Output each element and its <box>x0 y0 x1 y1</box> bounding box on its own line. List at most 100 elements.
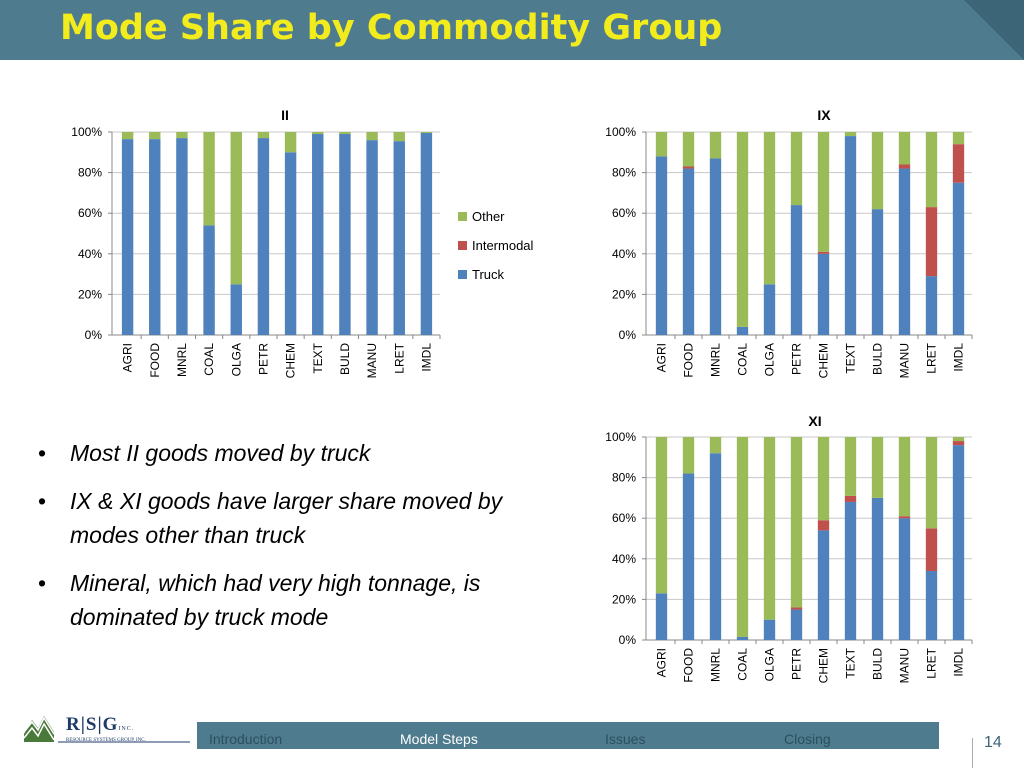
bar-other <box>844 437 857 496</box>
nav-item-issues[interactable]: Issues <box>605 731 646 747</box>
x-tick-label: IMDL <box>952 648 966 677</box>
bar-truck <box>203 225 215 335</box>
bar-truck <box>655 593 668 640</box>
bar-other <box>682 437 695 474</box>
page-divider <box>972 738 973 768</box>
bar-intermodal <box>925 207 938 277</box>
y-tick-label: 40% <box>612 552 636 566</box>
bar-truck <box>898 518 911 640</box>
bullet-icon: • <box>38 488 47 514</box>
bar-other <box>230 132 242 285</box>
bar-intermodal <box>844 495 857 502</box>
legend-label: Other <box>472 209 505 224</box>
bar-other <box>763 437 776 620</box>
x-tick-label: TEXT <box>844 647 858 678</box>
x-tick-label: AGRI <box>655 648 669 677</box>
bar-truck <box>763 284 776 335</box>
x-tick-label: AGRI <box>655 343 669 372</box>
bar-other <box>284 132 297 153</box>
x-tick-label: OLGA <box>763 648 777 681</box>
x-tick-label: CHEM <box>817 648 831 683</box>
nav-item-closing[interactable]: Closing <box>784 731 831 747</box>
bar-truck <box>366 140 378 335</box>
x-tick-label: MANU <box>898 343 912 378</box>
section-nav-bar: Introduction Model Steps Issues Closing <box>197 722 939 749</box>
bar-intermodal <box>898 516 911 519</box>
x-tick-label: TEXT <box>311 342 325 373</box>
bar-truck <box>925 570 938 640</box>
chart-title: II <box>281 107 289 123</box>
bar-intermodal <box>682 166 695 169</box>
rsg-logo-icon <box>23 716 190 743</box>
bar-truck <box>121 139 134 335</box>
x-tick-label: COAL <box>736 648 750 681</box>
x-tick-label: TEXT <box>844 342 858 373</box>
bar-intermodal <box>898 164 911 169</box>
x-tick-label: MANU <box>365 343 379 378</box>
legend-label: Intermodal <box>472 238 534 253</box>
bar-truck <box>763 619 776 640</box>
bullet-icon: • <box>38 440 47 466</box>
x-tick-label: COAL <box>736 343 750 376</box>
y-tick-label: 0% <box>619 633 637 647</box>
bullet-text: Most II goods moved by truck <box>70 440 371 466</box>
page-title: Mode Share by Commodity Group <box>60 8 723 48</box>
y-tick-label: 100% <box>71 125 102 139</box>
chart-title: XI <box>808 413 821 429</box>
bar-other <box>952 132 965 145</box>
x-tick-label: FOOD <box>682 343 696 378</box>
x-tick-label: MNRL <box>709 648 723 682</box>
nav-item-introduction[interactable]: Introduction <box>209 731 283 747</box>
y-tick-label: 40% <box>78 247 102 261</box>
bar-other <box>817 437 830 521</box>
x-tick-label: LRET <box>925 342 939 373</box>
x-tick-label: MNRL <box>709 343 723 377</box>
bar-other <box>925 437 938 529</box>
title-bar-accent <box>964 0 1024 60</box>
title-bar <box>0 0 1024 60</box>
x-tick-label: LRET <box>925 647 939 678</box>
x-tick-label: OLGA <box>229 343 243 376</box>
bar-intermodal <box>952 441 965 446</box>
bar-truck <box>871 497 884 640</box>
bullet-item: • Mineral, which had very high tonnage, i… <box>38 566 538 634</box>
bar-truck <box>257 138 270 335</box>
x-tick-label: BULD <box>871 343 885 375</box>
bar-other <box>682 132 695 167</box>
bar-other <box>203 132 215 226</box>
bullet-text: IX & XI goods have larger share moved by… <box>70 488 503 548</box>
bar-truck <box>339 134 351 335</box>
bar-truck <box>149 139 161 335</box>
bar-other <box>393 132 405 142</box>
bar-other <box>736 132 749 327</box>
bar-other <box>655 132 668 157</box>
y-tick-label: 60% <box>612 511 636 525</box>
x-tick-label: MANU <box>898 648 912 683</box>
x-tick-label: LRET <box>392 342 406 373</box>
legend-swatch <box>458 212 467 221</box>
bar-other <box>312 132 324 135</box>
bar-truck <box>952 445 965 640</box>
charts-canvas: II 0% 20% 40% 60% 80% 100% AGRI FOOD MNRL COAL OLGA… <box>71 107 973 683</box>
bar-other <box>257 132 270 139</box>
x-tick-label: BULD <box>871 648 885 680</box>
bar-truck <box>284 152 297 335</box>
y-tick-label: 60% <box>78 206 102 220</box>
bar-truck <box>898 168 911 335</box>
bar-other <box>871 132 884 210</box>
bar-truck <box>790 609 803 640</box>
bar-intermodal <box>790 607 803 610</box>
bar-truck <box>709 453 722 640</box>
x-tick-label: CHEM <box>817 343 831 378</box>
y-tick-label: 20% <box>612 287 636 301</box>
x-tick-label: PETR <box>790 343 804 375</box>
x-tick-label: OLGA <box>763 343 777 376</box>
nav-item-model-steps[interactable]: Model Steps <box>400 731 478 747</box>
y-tick-label: 100% <box>605 125 636 139</box>
x-tick-label: COAL <box>202 343 216 376</box>
x-tick-label: FOOD <box>682 648 696 683</box>
x-tick-label: MNRL <box>175 343 189 377</box>
bar-other <box>817 132 830 252</box>
bar-truck <box>736 326 749 335</box>
bar-truck <box>790 205 803 335</box>
